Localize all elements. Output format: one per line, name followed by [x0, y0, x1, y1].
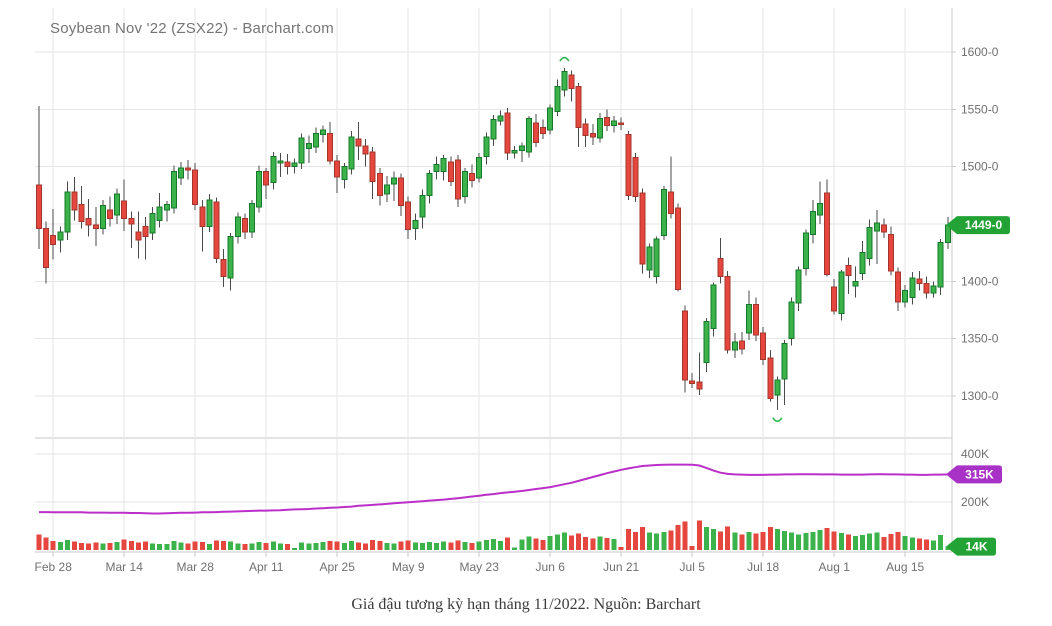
volume-badge: 14K: [946, 537, 996, 556]
svg-text:Apr 25: Apr 25: [320, 560, 356, 574]
svg-text:1400-0: 1400-0: [961, 274, 999, 288]
svg-text:Jul 5: Jul 5: [680, 560, 706, 574]
last-price-badge: 1449-0: [946, 216, 1010, 235]
svg-text:Aug 15: Aug 15: [886, 560, 924, 574]
y-axis-labels: 1600-0 1550-0 1500-0 1400-0 1350-0 1300-0 400K…: [961, 45, 999, 509]
chart-title: Soybean Nov '22 (ZSX22) - Barchart.com: [50, 20, 334, 37]
volume-gridlines: [35, 437, 952, 503]
svg-text:May 9: May 9: [392, 560, 425, 574]
swing-high-arc-icon: [559, 56, 570, 62]
svg-text:Aug 1: Aug 1: [819, 560, 851, 574]
candlestick-chart-canvas[interactable]: 1600-0 1550-0 1500-0 1400-0 1350-0 1300-0 400K…: [0, 0, 1052, 585]
svg-text:14K: 14K: [965, 540, 987, 554]
svg-text:Jul 18: Jul 18: [747, 560, 779, 574]
svg-text:200K: 200K: [961, 495, 989, 509]
axes: [35, 8, 956, 557]
svg-text:315K: 315K: [965, 467, 994, 481]
svg-text:Jun 21: Jun 21: [603, 560, 639, 574]
svg-text:1500-0: 1500-0: [961, 160, 999, 174]
caption: Giá đậu tương kỳ hạn tháng 11/2022. Nguồ…: [351, 596, 701, 613]
open-interest-badge: 315K: [946, 465, 1002, 484]
svg-text:1350-0: 1350-0: [961, 332, 999, 346]
svg-text:400K: 400K: [961, 447, 989, 461]
svg-text:Apr 11: Apr 11: [249, 560, 284, 574]
svg-text:Mar 14: Mar 14: [106, 560, 144, 574]
svg-text:1449-0: 1449-0: [965, 218, 1003, 232]
vertical-gridlines: [52, 8, 906, 552]
svg-text:1550-0: 1550-0: [961, 102, 999, 116]
candles-series: [36, 68, 951, 410]
open-interest-line: [39, 463, 948, 515]
x-axis-labels: Feb 28 Mar 14 Mar 28 Apr 11 Apr 25 May 9 May 2…: [35, 560, 925, 574]
svg-text:1600-0: 1600-0: [961, 45, 999, 59]
volume-series: [36, 520, 951, 550]
swing-low-arc-icon: [772, 417, 783, 423]
svg-text:Feb 28: Feb 28: [35, 560, 73, 574]
svg-text:1300-0: 1300-0: [961, 389, 999, 403]
swing-markers: [559, 56, 783, 423]
chart-widget: 1600-0 1550-0 1500-0 1400-0 1350-0 1300-0 400K…: [0, 0, 1052, 585]
svg-text:Jun 6: Jun 6: [536, 560, 566, 574]
svg-text:Mar 28: Mar 28: [177, 560, 215, 574]
svg-text:May 23: May 23: [460, 560, 500, 574]
